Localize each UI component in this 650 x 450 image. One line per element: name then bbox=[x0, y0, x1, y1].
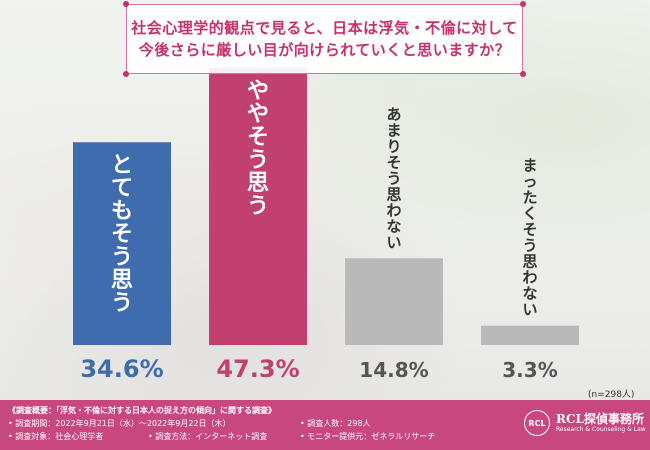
survey-count: • 調査人数：298人 bbox=[300, 419, 371, 428]
value-label-4: 3.3% bbox=[502, 358, 557, 382]
seal-icon: RCL bbox=[524, 410, 550, 436]
survey-title: 《調査概要：「浮気・不倫に対する日本人の捉え方の傾向」に関する調査》 bbox=[8, 406, 276, 415]
bar-4 bbox=[481, 325, 579, 345]
corner-dot bbox=[520, 71, 526, 77]
survey-period: • 調査期間：2022年9月21日（水）〜2022年9月22日（木） bbox=[8, 419, 231, 428]
bar-3 bbox=[345, 258, 443, 345]
company-logo: RCL RCL探偵事務所 Research & Counseling & Law bbox=[524, 410, 646, 436]
value-label-1: 34.6% bbox=[80, 355, 163, 383]
bar-2 bbox=[209, 67, 307, 346]
survey-provider: • モニター提供元：ゼネラルリサーチ bbox=[300, 432, 436, 441]
survey-target: • 調査対象：社会心理学者 bbox=[8, 432, 104, 441]
sample-size-label: (n=298人) bbox=[588, 390, 635, 400]
survey-method: • 調査方法：インターネット調査 bbox=[148, 432, 268, 441]
category-label-4: まったくそう思わない bbox=[522, 157, 537, 319]
category-label-2: ややそう思う bbox=[247, 79, 269, 219]
category-label-1: とてもそう思う bbox=[111, 153, 133, 316]
corner-dot bbox=[123, 1, 129, 7]
bar-chart: とてもそう思う 34.6% ややそう思う 47.3% あまりそう思わない 14.8% まった… bbox=[73, 67, 579, 383]
value-label-2: 47.3% bbox=[216, 355, 299, 383]
chart-title-box: 社会心理学的観点で見ると、日本は浮気・不倫に対して 今後さらに厳しい目が向けられ… bbox=[123, 1, 526, 77]
chart-title-line-2: 今後さらに厳しい目が向けられていくと思いますか？ bbox=[138, 41, 511, 59]
company-tagline: Research & Counseling & Law bbox=[556, 426, 646, 433]
corner-dot bbox=[123, 71, 129, 77]
chart-title-line-1: 社会心理学的観点で見ると、日本は浮気・不倫に対して bbox=[131, 19, 518, 37]
bar-1 bbox=[73, 142, 171, 345]
category-label-3: あまりそう思わない bbox=[386, 105, 401, 251]
corner-dot bbox=[520, 1, 526, 7]
company-name: RCL探偵事務所 bbox=[556, 412, 644, 426]
value-label-3: 14.8% bbox=[359, 358, 428, 382]
